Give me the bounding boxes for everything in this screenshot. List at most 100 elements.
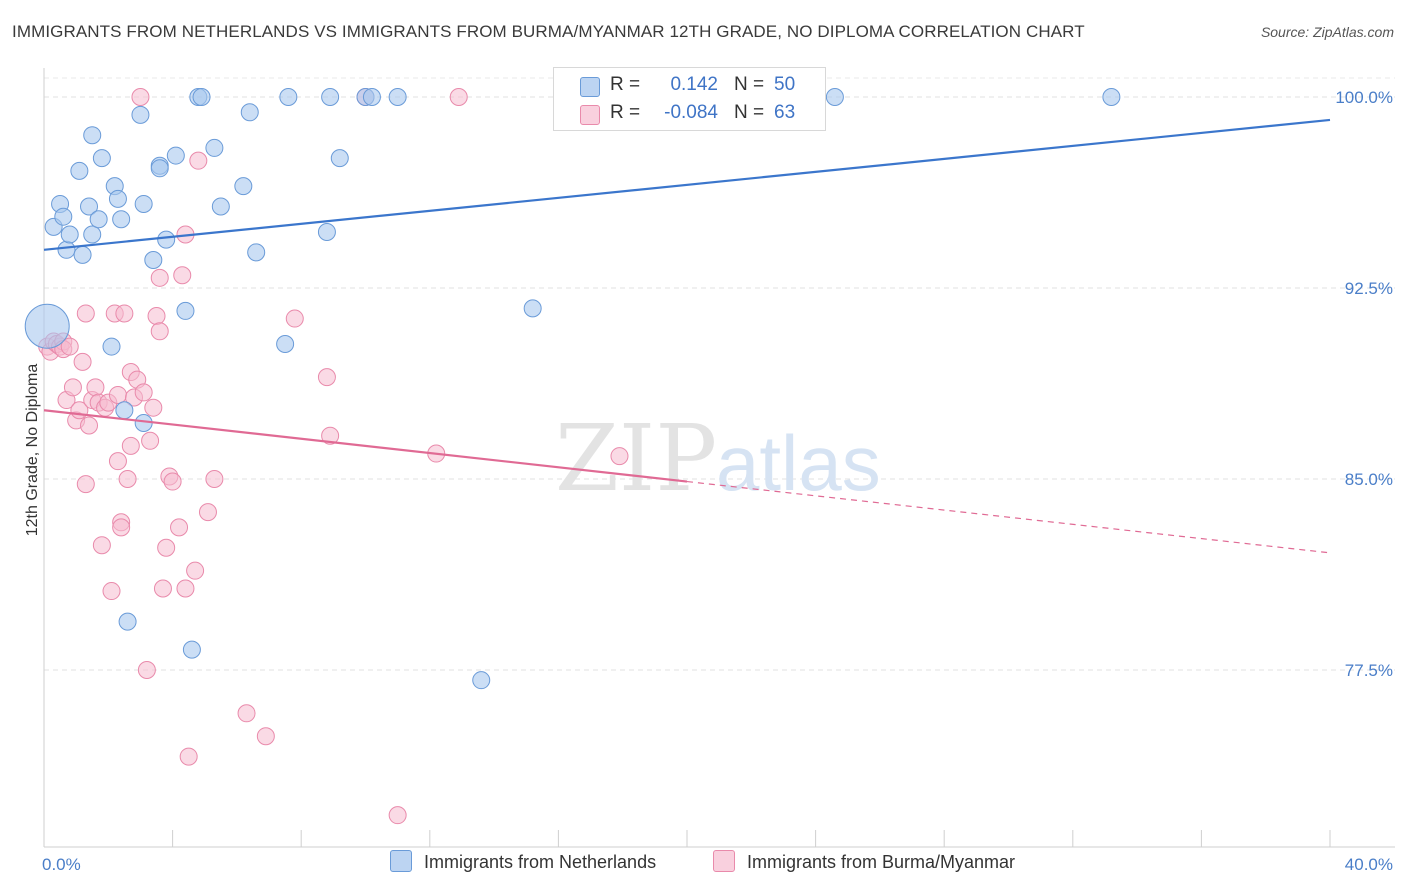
netherlands-point: [825, 88, 844, 106]
netherlands-point: [144, 250, 163, 269]
netherlands-point: [89, 210, 108, 229]
netherlands-point: [362, 88, 381, 106]
burma-trend-line: [43, 409, 688, 483]
burma-point: [131, 88, 150, 106]
series-name-burma: Immigrants from Burma/Myanmar: [747, 852, 1016, 872]
gridlines: [44, 77, 1395, 671]
netherlands-point: [211, 197, 230, 216]
netherlands-point: [279, 88, 298, 106]
burma-point: [610, 447, 629, 466]
burma-trend-extension: [686, 480, 1331, 554]
burma-point: [73, 352, 92, 371]
netherlands-points: [24, 88, 1121, 690]
burma-point: [92, 536, 111, 555]
legend-swatch-pink: [580, 105, 600, 125]
netherlands-point: [112, 210, 131, 229]
burma-point: [86, 378, 105, 397]
legend-n-label: N =: [734, 102, 765, 123]
y-tick-label: 100.0%: [1335, 88, 1393, 107]
burma-point: [102, 582, 121, 601]
netherlands-point: [92, 149, 111, 168]
legend-n-label: N =: [734, 74, 765, 95]
netherlands-point: [118, 612, 137, 631]
netherlands-point: [134, 194, 153, 213]
netherlands-point: [73, 245, 92, 264]
burma-point: [141, 431, 160, 450]
burma-point: [173, 266, 192, 285]
watermark: ZIP atlas: [555, 405, 881, 512]
burma-point: [321, 426, 340, 445]
series-name-netherlands: Immigrants from Netherlands: [424, 852, 657, 872]
burma-point: [63, 378, 82, 397]
legend-r-value: -0.084: [664, 102, 718, 123]
chart-title: IMMIGRANTS FROM NETHERLANDS VS IMMIGRANT…: [12, 22, 1085, 41]
netherlands-point: [70, 161, 89, 180]
x-tick-label-min: 0.0%: [42, 855, 81, 874]
legend-row-burma: R = -0.084 N = 63: [554, 100, 825, 128]
netherlands-point: [276, 335, 295, 354]
burma-point: [449, 88, 468, 106]
burma-point: [150, 322, 169, 341]
legend-r-label: R =: [610, 102, 641, 123]
legend-swatch-blue: [580, 77, 600, 97]
burma-point: [108, 385, 127, 404]
netherlands-point: [1102, 88, 1121, 106]
burma-point: [134, 383, 153, 402]
legend-n-value: 50: [774, 74, 796, 95]
netherlands-point: [330, 149, 349, 168]
netherlands-point: [115, 401, 134, 420]
netherlands-trend-line: [43, 118, 1331, 251]
legend: R = 0.142 N = 50 R = -0.084 N = 63: [553, 67, 826, 131]
burma-point: [189, 151, 208, 170]
burma-point: [112, 518, 131, 537]
netherlands-point: [83, 225, 102, 244]
x-tick-label-max: 40.0%: [1345, 855, 1393, 874]
burma-point: [137, 661, 156, 679]
netherlands-point: [131, 105, 150, 124]
burma-point: [186, 561, 205, 580]
netherlands-point: [523, 299, 542, 318]
netherlands-point: [80, 197, 99, 216]
netherlands-point: [102, 337, 121, 356]
burma-point: [388, 806, 407, 825]
watermark-zip: ZIP: [555, 405, 717, 512]
netherlands-point: [57, 240, 76, 259]
tick-labels: 77.5% 85.0% 92.5% 100.0% 0.0% 40.0%: [42, 88, 1393, 874]
y-tick-label: 92.5%: [1345, 279, 1393, 298]
netherlands-point: [192, 88, 211, 106]
burma-point: [237, 704, 256, 723]
burma-point: [205, 470, 224, 488]
burma-point: [179, 747, 198, 766]
burma-points: [38, 88, 629, 825]
burma-point: [76, 475, 95, 494]
netherlands-point: [83, 126, 102, 145]
burma-point: [80, 416, 99, 435]
burma-point: [115, 304, 134, 323]
netherlands-point: [472, 671, 491, 690]
burma-point: [153, 579, 172, 598]
bottom-legend-netherlands: Immigrants from Netherlands: [390, 850, 656, 873]
legend-row-netherlands: R = 0.142 N = 50: [554, 72, 825, 100]
burma-point: [176, 579, 195, 598]
bottom-legend-burma: Immigrants from Burma/Myanmar: [713, 850, 1015, 873]
netherlands-point: [240, 103, 259, 122]
netherlands-point: [24, 303, 70, 349]
netherlands-point: [321, 88, 340, 106]
burma-point: [317, 368, 336, 387]
chart-source: Source: ZipAtlas.com: [1260, 24, 1394, 40]
legend-r-value: 0.142: [670, 74, 718, 95]
bottom-swatch-blue: [390, 850, 412, 872]
netherlands-point: [166, 146, 185, 165]
burma-point: [198, 503, 217, 522]
burma-point: [170, 518, 189, 537]
netherlands-point: [205, 138, 224, 157]
burma-point: [147, 307, 166, 326]
burma-point: [285, 309, 304, 328]
netherlands-point: [182, 640, 201, 659]
y-axis-title: 12th Grade, No Diploma: [24, 364, 41, 537]
burma-point: [256, 727, 275, 746]
axes: [43, 68, 1395, 848]
burma-point: [76, 304, 95, 323]
netherlands-point: [157, 230, 176, 249]
netherlands-point: [150, 159, 169, 178]
